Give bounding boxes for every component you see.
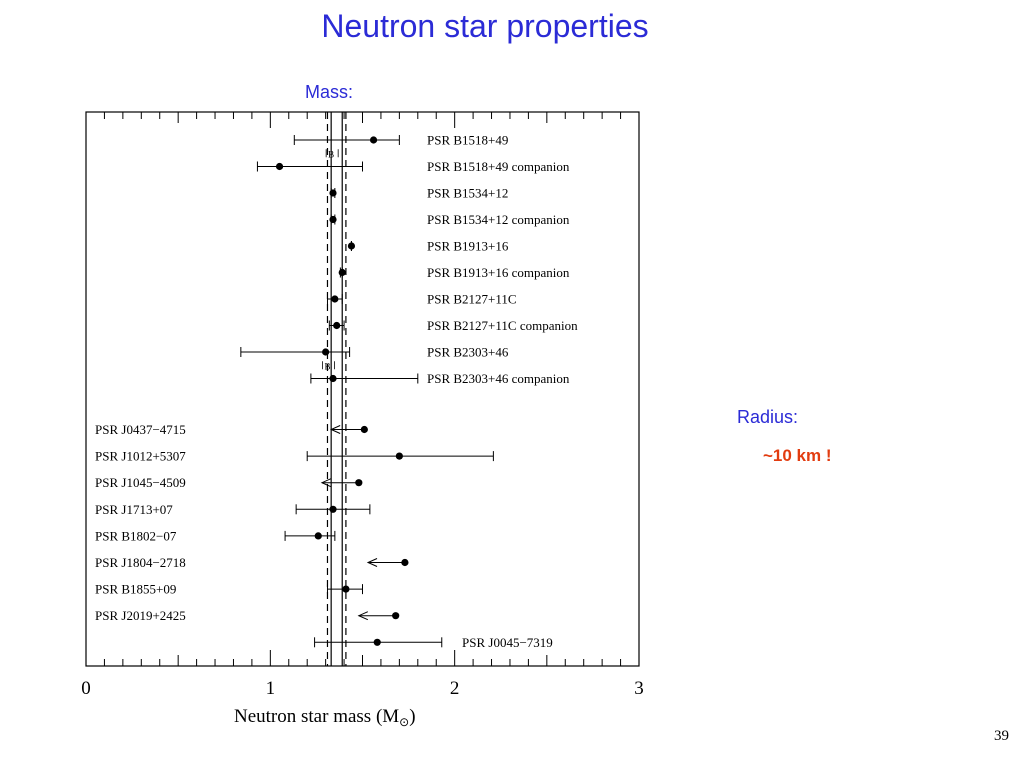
data-point [395,452,403,460]
x-axis-label-close: ) [409,706,415,727]
limit-arrow-icon [329,425,341,434]
pulsar-row: PSR B1518+49 companion [256,159,570,174]
mass-heading: Mass: [305,82,354,102]
pulsar-row: PSR J0045−7319 [314,635,553,650]
data-point [322,348,330,356]
pulsar-row: PSR J1804−2718 [95,555,409,570]
pulsar-label: PSR B2127+11C companion [427,318,578,333]
pulsar-row: PSR J1045−4509 [95,475,363,490]
pulsar-label: PSR J1713+07 [95,502,173,517]
pulsar-row: PSR B2127+11C companion [328,318,578,333]
pulsar-row: PSR B1913+16 companion [338,265,570,280]
x-axis-label: Neutron star mass (M⊙) [234,706,416,729]
pulsar-row: PSR B2127+11C [326,292,517,307]
data-rows: PSR B1518+49 PSR B1518+49 companion PSR B1… [95,133,578,650]
pulsar-label: PSR J1045−4509 [95,475,186,490]
x-axis-label-text: Neutron star mass (M [234,706,399,727]
x-tick-label: 1 [266,678,276,699]
reference-lines [326,112,347,666]
pulsar-row: PSR J1012+5307 [95,449,494,464]
pulsar-label: PSR J1804−2718 [95,555,186,570]
limit-arrow-icon [320,478,332,488]
x-axis-label-sub: ⊙ [399,715,409,729]
data-point [369,136,378,144]
limit-arrow-icon [366,558,378,567]
data-point [392,612,400,620]
pulsar-label: PSR B2303+46 companion [427,371,570,386]
data-point [329,374,337,383]
pulsar-label: PSR J2019+2425 [95,608,186,623]
axis-ticks [85,112,640,666]
bracket-label: B [324,361,330,371]
bracket-label: B [328,149,334,159]
page-number: 39 [994,728,1009,744]
data-point [331,295,339,303]
pulsar-label: PSR B1855+09 [95,582,176,597]
pulsar-label: PSR J0045−7319 [462,635,553,650]
data-point [275,162,284,171]
pulsar-row: PSR B1855+09 [95,582,363,597]
pulsar-label: PSR B1518+49 [427,133,508,148]
pulsar-row: PSR B1913+16 [347,239,509,254]
pulsar-label: PSR J1012+5307 [95,449,186,464]
x-tick-label: 2 [450,678,460,699]
slide-title: Neutron star properties [321,8,649,44]
pulsar-label: PSR B1534+12 companion [427,212,570,227]
radius-value: ~10 km ! [763,446,832,465]
data-point [355,479,363,487]
pulsar-row: PSR B1534+12 [329,186,508,201]
data-point [401,558,409,567]
pulsar-label: PSR J0437−4715 [95,422,186,437]
pulsar-label: PSR B1518+49 companion [427,159,570,174]
data-point [338,268,346,277]
radius-heading: Radius: [737,407,799,427]
pulsar-label: PSR B2127+11C [427,292,517,307]
data-point [333,321,341,330]
data-point [360,425,368,434]
pulsar-label: PSR B1913+16 companion [427,265,570,280]
data-point [329,505,337,513]
data-point [373,638,381,646]
data-point [329,215,337,224]
pulsar-label: PSR B1913+16 [427,239,509,254]
data-point [347,242,356,250]
pulsar-label: PSR B2303+46 [427,345,509,360]
x-tick-labels: 0 1 2 3 [81,678,644,699]
pulsar-label: PSR B1534+12 [427,186,508,201]
pulsar-row: PSR J2019+2425 [95,608,400,623]
x-tick-label: 0 [81,678,91,699]
pulsar-row: PSR J0437−4715 [95,422,368,437]
pulsar-label: PSR B1802−07 [95,528,177,543]
pulsar-row: PSR B2303+46 [240,345,509,360]
x-tick-label: 3 [634,678,644,699]
pulsar-row: PSR B2303+46 companion [310,371,570,386]
data-point [314,532,322,540]
pulsar-row: PSR B1534+12 companion [329,212,570,227]
data-point [329,189,337,197]
data-point [342,585,350,593]
limit-arrow-icon [357,611,369,621]
pulsar-row: PSR J1713+07 [95,502,371,517]
pulsar-row: PSR B1518+49 [293,133,508,148]
pulsar-row: PSR B1802−07 [95,528,336,543]
